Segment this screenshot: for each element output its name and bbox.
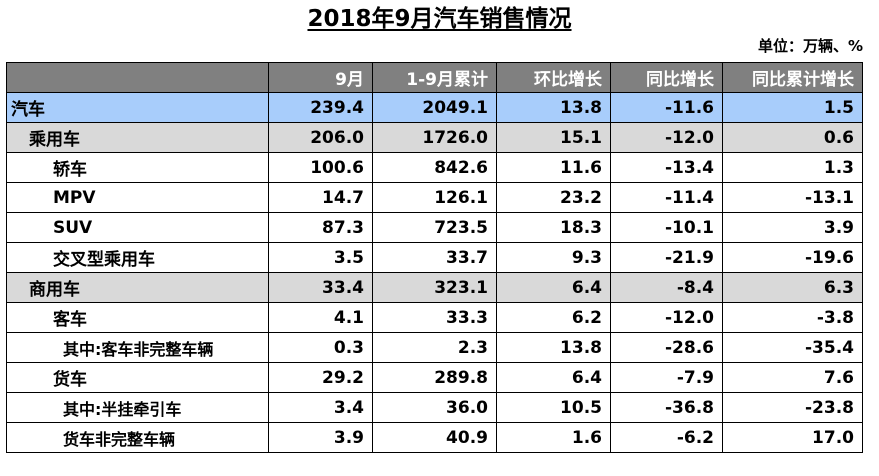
table-row: 其中:客车非完整车辆 0.3 2.3 13.8 -28.6 -35.4 [6, 332, 863, 363]
cell-yoy: -28.6 [610, 332, 723, 363]
table-row: 商用车 33.4 323.1 6.4 -8.4 6.3 [6, 272, 863, 303]
row-label: 轿车 [6, 152, 269, 183]
cell-yoy: -11.4 [610, 182, 723, 213]
cell-ytd: 33.3 [372, 302, 497, 333]
table-row: MPV 14.7 126.1 23.2 -11.4 -13.1 [6, 182, 863, 213]
cell-yoy: -6.2 [610, 422, 723, 453]
cell-mom: 13.8 [496, 92, 611, 123]
cell-ytd: 289.8 [372, 362, 497, 393]
cell-yoy-cumulative: -3.8 [722, 302, 863, 333]
cell-mom: 6.2 [496, 302, 611, 333]
row-label: 其中:半挂牵引车 [6, 392, 269, 423]
cell-yoy-cumulative: 3.9 [722, 212, 863, 243]
cell-mom: 6.4 [496, 272, 611, 303]
cell-ytd: 2.3 [372, 332, 497, 363]
cell-month: 33.4 [268, 272, 373, 303]
cell-ytd: 1726.0 [372, 122, 497, 153]
table-row: 汽车 239.4 2049.1 13.8 -11.6 1.5 [6, 92, 863, 123]
cell-yoy: -12.0 [610, 302, 723, 333]
cell-month: 239.4 [268, 92, 373, 123]
header-cell-yoy: 同比增长 [610, 62, 723, 93]
header-cell-month: 9月 [268, 62, 373, 93]
cell-ytd: 33.7 [372, 242, 497, 273]
row-label: MPV [6, 182, 269, 213]
cell-ytd: 36.0 [372, 392, 497, 423]
cell-mom: 15.1 [496, 122, 611, 153]
cell-yoy: -13.4 [610, 152, 723, 183]
row-label: 汽车 [6, 92, 269, 123]
header-cell-label [6, 62, 269, 93]
table-row: 乘用车 206.0 1726.0 15.1 -12.0 0.6 [6, 122, 863, 153]
cell-month: 3.9 [268, 422, 373, 453]
cell-yoy: -21.9 [610, 242, 723, 273]
row-label: 乘用车 [6, 122, 269, 153]
cell-month: 3.4 [268, 392, 373, 423]
cell-mom: 1.6 [496, 422, 611, 453]
cell-yoy-cumulative: 1.5 [722, 92, 863, 123]
cell-ytd: 40.9 [372, 422, 497, 453]
table-row: 其中:半挂牵引车 3.4 36.0 10.5 -36.8 -23.8 [6, 392, 863, 423]
table-row: 货车 29.2 289.8 6.4 -7.9 7.6 [6, 362, 863, 393]
header-cell-mom: 环比增长 [496, 62, 611, 93]
sales-table: 9月 1-9月累计 环比增长 同比增长 同比累计增长 汽车 239.4 2049… [6, 62, 863, 453]
header-cell-ytd: 1-9月累计 [372, 62, 497, 93]
cell-month: 87.3 [268, 212, 373, 243]
cell-month: 29.2 [268, 362, 373, 393]
header-cell-yoy-cumulative: 同比累计增长 [722, 62, 863, 93]
cell-yoy: -8.4 [610, 272, 723, 303]
table-row: 轿车 100.6 842.6 11.6 -13.4 1.3 [6, 152, 863, 183]
row-label: 货车 [6, 362, 269, 393]
cell-yoy-cumulative: -35.4 [722, 332, 863, 363]
cell-month: 0.3 [268, 332, 373, 363]
cell-yoy-cumulative: 17.0 [722, 422, 863, 453]
cell-yoy-cumulative: -13.1 [722, 182, 863, 213]
cell-ytd: 323.1 [372, 272, 497, 303]
cell-yoy: -7.9 [610, 362, 723, 393]
cell-ytd: 2049.1 [372, 92, 497, 123]
cell-yoy: -10.1 [610, 212, 723, 243]
cell-yoy: -11.6 [610, 92, 723, 123]
cell-month: 206.0 [268, 122, 373, 153]
page-title-text: 2018年9月汽车销售情况 [307, 6, 572, 32]
cell-yoy-cumulative: 6.3 [722, 272, 863, 303]
cell-month: 14.7 [268, 182, 373, 213]
cell-yoy-cumulative: -23.8 [722, 392, 863, 423]
cell-yoy-cumulative: 7.6 [722, 362, 863, 393]
table-row: 客车 4.1 33.3 6.2 -12.0 -3.8 [6, 302, 863, 333]
row-label: 其中:客车非完整车辆 [6, 332, 269, 363]
header-row: 9月 1-9月累计 环比增长 同比增长 同比累计增长 [6, 62, 863, 93]
cell-mom: 9.3 [496, 242, 611, 273]
row-label: 货车非完整车辆 [6, 422, 269, 453]
row-label: 商用车 [6, 272, 269, 303]
cell-yoy-cumulative: -19.6 [722, 242, 863, 273]
page-title: 2018年9月汽车销售情况 [0, 4, 879, 34]
cell-yoy: -12.0 [610, 122, 723, 153]
cell-ytd: 842.6 [372, 152, 497, 183]
cell-yoy-cumulative: 1.3 [722, 152, 863, 183]
cell-ytd: 723.5 [372, 212, 497, 243]
cell-yoy-cumulative: 0.6 [722, 122, 863, 153]
cell-month: 100.6 [268, 152, 373, 183]
table-row: SUV 87.3 723.5 18.3 -10.1 3.9 [6, 212, 863, 243]
cell-month: 3.5 [268, 242, 373, 273]
row-label: 交叉型乘用车 [6, 242, 269, 273]
cell-mom: 23.2 [496, 182, 611, 213]
cell-yoy: -36.8 [610, 392, 723, 423]
unit-note: 单位：万辆、% [757, 37, 863, 55]
cell-ytd: 126.1 [372, 182, 497, 213]
cell-mom: 13.8 [496, 332, 611, 363]
row-label: SUV [6, 212, 269, 243]
table-row: 交叉型乘用车 3.5 33.7 9.3 -21.9 -19.6 [6, 242, 863, 273]
row-label: 客车 [6, 302, 269, 333]
cell-mom: 18.3 [496, 212, 611, 243]
table-row: 货车非完整车辆 3.9 40.9 1.6 -6.2 17.0 [6, 422, 863, 453]
cell-mom: 10.5 [496, 392, 611, 423]
cell-mom: 6.4 [496, 362, 611, 393]
cell-month: 4.1 [268, 302, 373, 333]
cell-mom: 11.6 [496, 152, 611, 183]
